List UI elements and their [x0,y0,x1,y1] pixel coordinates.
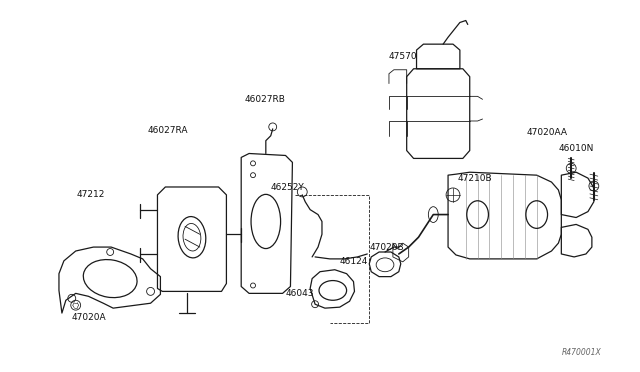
Text: 47212: 47212 [77,190,105,199]
Text: 47570: 47570 [389,52,417,61]
Text: 46252Y: 46252Y [271,183,305,192]
Text: 47020B: 47020B [369,243,404,251]
Text: 47210B: 47210B [458,174,493,183]
Text: 47020A: 47020A [72,314,106,323]
Text: 46027RB: 46027RB [244,95,285,104]
Text: 46010N: 46010N [558,144,594,153]
Text: R470001X: R470001X [561,348,601,357]
Text: 47020AA: 47020AA [527,128,568,137]
Text: 46027RA: 46027RA [148,126,188,135]
Text: 46043: 46043 [285,289,314,298]
Text: 46124: 46124 [340,257,368,266]
